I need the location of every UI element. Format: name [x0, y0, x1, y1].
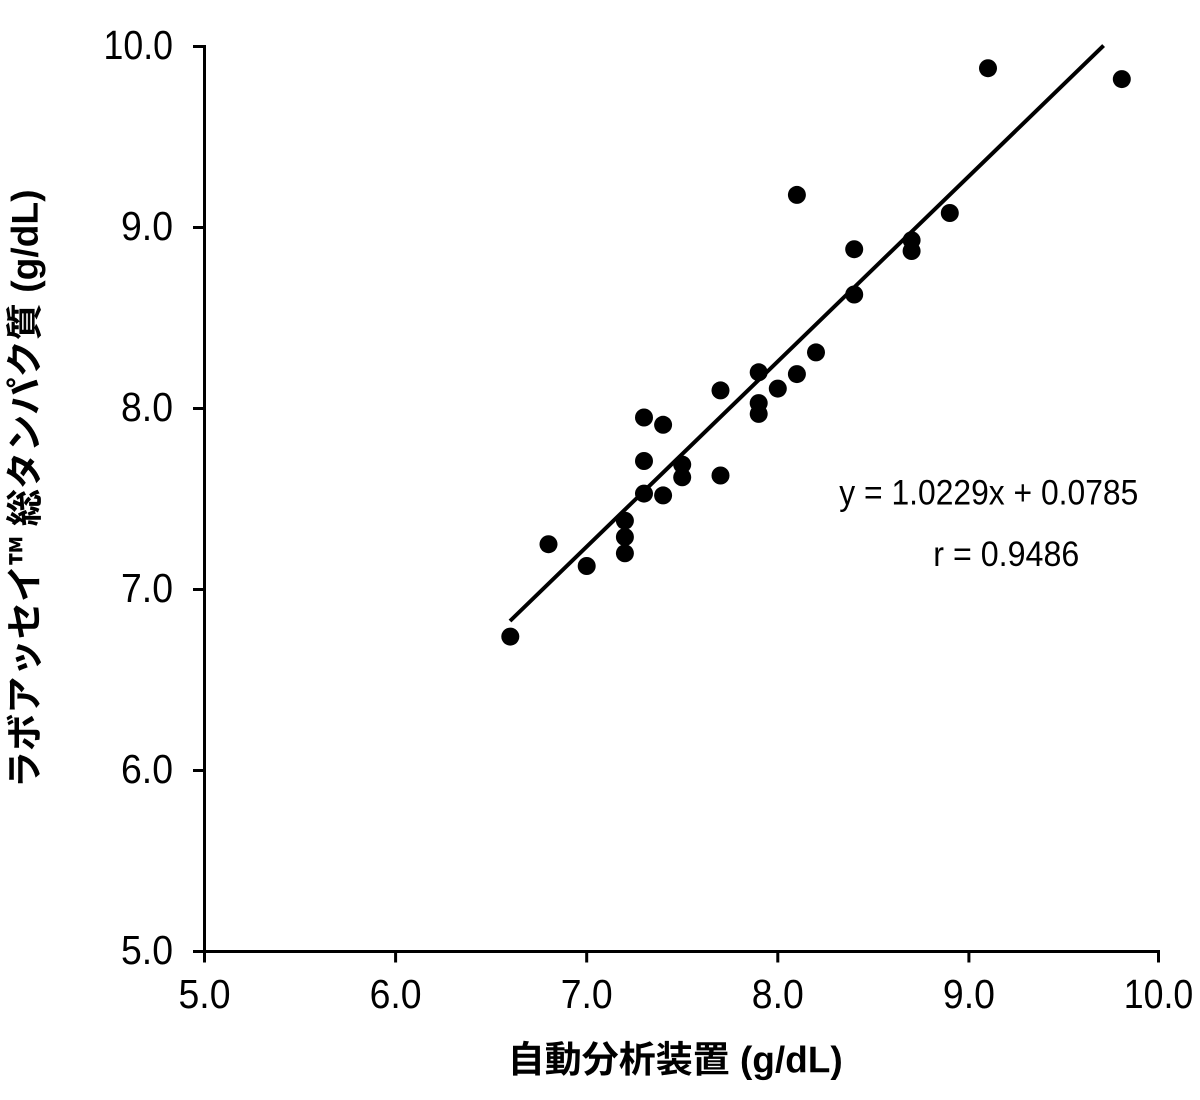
svg-text:6.0: 6.0	[121, 746, 173, 792]
svg-text:9.0: 9.0	[943, 971, 995, 1017]
svg-text:10.0: 10.0	[104, 22, 174, 68]
svg-text:7.0: 7.0	[121, 565, 173, 611]
svg-text:8.0: 8.0	[121, 384, 173, 430]
svg-text:6.0: 6.0	[370, 971, 422, 1017]
svg-text:7.0: 7.0	[561, 971, 613, 1017]
svg-text:9.0: 9.0	[121, 203, 173, 249]
svg-text:8.0: 8.0	[752, 971, 804, 1017]
svg-text:5.0: 5.0	[121, 927, 173, 973]
svg-text:y = 1.0229x + 0.0785: y = 1.0229x + 0.0785	[839, 474, 1138, 513]
svg-text:10.0: 10.0	[1124, 971, 1194, 1017]
svg-text:5.0: 5.0	[179, 971, 231, 1017]
svg-text:r = 0.9486: r = 0.9486	[933, 535, 1079, 574]
